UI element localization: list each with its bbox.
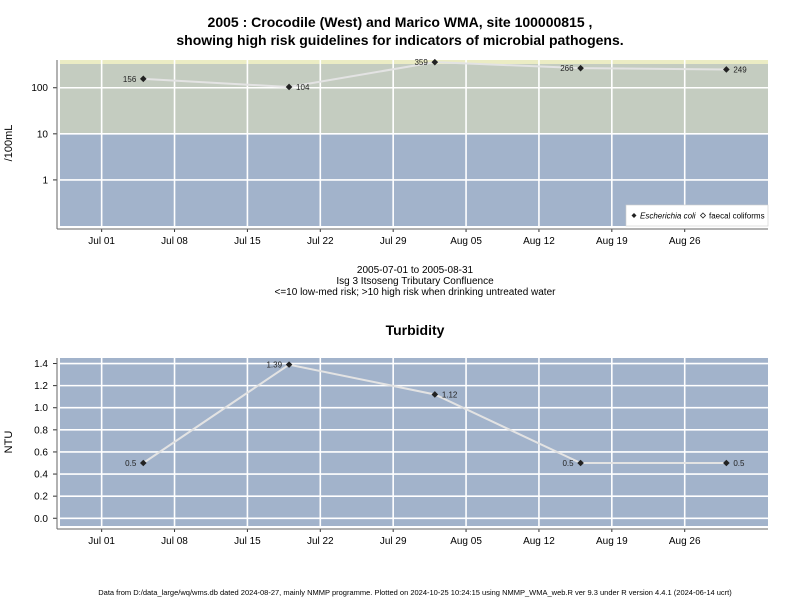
microbial-chart: Jul 01 Jul 08 Jul 15 Jul 22 Jul 29 Aug 05 Aug … [3, 58, 769, 247]
x-tick-label: Jul 01 [88, 536, 115, 547]
x-tick-label: Jul 01 [88, 236, 115, 247]
x-tick-label: Jul 29 [380, 536, 407, 547]
y-tick-label: 0.6 [34, 447, 48, 458]
y-tick-label: 0.2 [34, 492, 48, 503]
x-tick-label: Jul 08 [161, 236, 188, 247]
legend-label-faecal: faecal coliforms [709, 212, 765, 221]
data-label: 0.5 [562, 459, 574, 468]
y-tick-label: 1.0 [34, 403, 48, 414]
y-tick-label: 0.0 [34, 514, 48, 525]
data-point [577, 64, 584, 72]
x-tick-label: Aug 05 [450, 536, 482, 547]
turbidity-title: Turbidity [385, 322, 445, 338]
x-tick-label: Aug 12 [523, 236, 555, 247]
y-tick-label: 1.4 [34, 359, 48, 370]
legend-marker-ecoli [631, 213, 637, 218]
y-tick-label: 0.4 [34, 470, 48, 481]
turbidity-chart: Jul 01 Jul 08 Jul 15 Jul 22 Jul 29 Aug 05 Aug … [3, 358, 768, 547]
data-label: 1.39 [266, 361, 282, 370]
x-tick-label: Aug 12 [523, 536, 555, 547]
footer-note: Data from D:/data_large/wq/wms.db dated … [98, 588, 732, 597]
data-label: 156 [123, 75, 137, 84]
data-label: 249 [733, 65, 747, 74]
x-tick-label: Aug 26 [669, 536, 701, 547]
x-tick-label: Aug 26 [669, 236, 701, 247]
y-tick-label: 0.8 [34, 425, 48, 436]
data-label: 266 [560, 64, 574, 73]
x-tick-label: Jul 22 [307, 536, 334, 547]
high-risk-band [60, 60, 768, 134]
legend-marker-faecal [699, 212, 707, 219]
data-label: 0.5 [733, 459, 745, 468]
y-tick-label: 1.2 [34, 381, 48, 392]
y-tick-label: 1 [42, 175, 48, 186]
top-strip [60, 60, 768, 64]
y-tick-label: 10 [37, 129, 49, 140]
data-point [139, 459, 147, 467]
x-tick-label: Aug 19 [596, 536, 628, 547]
x-tick-label: Aug 19 [596, 236, 628, 247]
data-point [285, 83, 293, 91]
x-tick-label: Jul 22 [307, 236, 334, 247]
data-label: 104 [296, 83, 310, 92]
y-axis-label: /100mL [3, 125, 15, 162]
x-tick-label: Jul 08 [161, 536, 188, 547]
x-tick-label: Aug 05 [450, 236, 482, 247]
data-label: 0.5 [125, 459, 137, 468]
legend-box [625, 204, 769, 227]
site-name-text: Isg 3 Itsoseng Tributary Confluence [336, 276, 494, 287]
data-label: 1.12 [442, 390, 458, 399]
legend-label-ecoli: Escherichia coli [640, 212, 696, 221]
data-label: 359 [414, 58, 428, 67]
data-point [139, 75, 147, 83]
x-tick-label: Jul 29 [380, 236, 407, 247]
data-point [723, 459, 730, 467]
data-point [431, 58, 439, 66]
data-point [577, 459, 584, 467]
y-tick-label: 100 [31, 83, 48, 94]
chart-title-line1: 2005 : Crocodile (West) and Marico WMA, … [207, 14, 593, 30]
x-tick-label: Jul 15 [234, 536, 261, 547]
data-point [723, 66, 730, 73]
chart-title-line2: showing high risk guidelines for indicat… [176, 32, 624, 48]
x-tick-label: Jul 15 [234, 236, 261, 247]
risk-note-text: <=10 low-med risk; >10 high risk when dr… [274, 287, 556, 298]
y-axis-label: NTU [3, 431, 15, 454]
date-range-text: 2005-07-01 to 2005-08-31 [356, 265, 474, 276]
plot-background [60, 358, 768, 526]
